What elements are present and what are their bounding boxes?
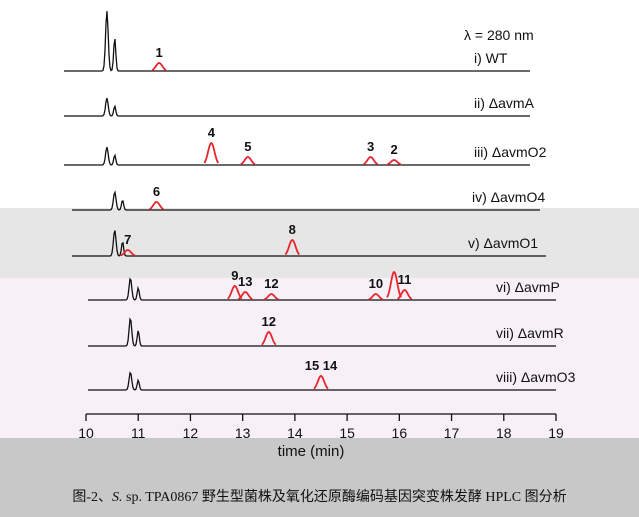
peak-mark <box>363 156 379 166</box>
peak-label: 7 <box>124 232 131 247</box>
trace-line <box>88 371 556 391</box>
peak-mark <box>151 62 167 72</box>
trace-label: v) ΔavmO1 <box>468 235 538 251</box>
highlight-band-grey <box>0 208 639 278</box>
peak-mark <box>386 159 402 166</box>
x-tick-label: 17 <box>444 425 460 441</box>
trace-label: i) WT <box>474 50 508 66</box>
peak-label: 13 <box>238 274 252 289</box>
trace-line <box>64 146 530 166</box>
x-tick-label: 14 <box>287 425 303 441</box>
peak-mark <box>368 293 384 301</box>
trace-line <box>64 97 530 117</box>
peak-label: 15 14 <box>305 358 338 373</box>
peak-label: 2 <box>390 142 397 157</box>
peak-mark <box>120 249 136 257</box>
x-tick-label: 11 <box>131 425 146 441</box>
trace-label: iv) ΔavmO4 <box>472 189 545 205</box>
peak-label: 10 <box>369 276 383 291</box>
x-tick-label: 15 <box>339 425 355 441</box>
trace-label: vii) ΔavmR <box>496 325 564 341</box>
peak-mark <box>263 293 279 301</box>
peak-label: 5 <box>244 139 251 154</box>
trace-line <box>88 317 556 347</box>
x-tick-label: 12 <box>183 425 199 441</box>
peak-mark <box>313 375 329 390</box>
peak-label: 12 <box>262 314 276 329</box>
peak-mark <box>149 201 164 211</box>
caption-text: sp. TPA0867 野生型菌株及氧化还原酶编码基因突变株发酵 HPLC 图分… <box>122 490 567 505</box>
peak-mark <box>240 156 256 166</box>
peak-mark <box>386 270 402 298</box>
peak-label: 1 <box>155 45 162 60</box>
peak-label: 12 <box>264 276 278 291</box>
x-tick-label: 18 <box>496 425 512 441</box>
x-axis-label: time (min) <box>278 443 345 460</box>
x-tick-label: 19 <box>548 425 564 441</box>
peak-label: 9 <box>231 268 238 283</box>
trace-label: vi) ΔavmP <box>496 279 560 295</box>
peak-label: 3 <box>367 139 374 154</box>
footer-band <box>0 438 639 517</box>
trace-line <box>72 230 546 257</box>
trace-label: iii) ΔavmO2 <box>474 144 547 160</box>
peak-mark <box>284 239 300 256</box>
trace-label: ii) ΔavmA <box>474 95 535 111</box>
peak-mark <box>237 291 253 301</box>
caption-prefix: 图-2、 <box>72 490 112 505</box>
highlight-band-pink <box>0 278 639 438</box>
wavelength-annotation: λ = 280 nm <box>464 27 534 43</box>
trace-line <box>88 277 556 301</box>
peak-label: 6 <box>153 184 160 199</box>
x-tick-label: 16 <box>392 425 408 441</box>
peak-mark <box>203 141 220 164</box>
x-tick-label: 10 <box>78 425 94 441</box>
x-tick-label: 13 <box>235 425 251 441</box>
trace-label: viii) ΔavmO3 <box>496 369 576 385</box>
figure-caption: 图-2、S. sp. TPA0867 野生型菌株及氧化还原酶编码基因突变株发酵 … <box>0 486 639 506</box>
peak-mark <box>397 289 413 300</box>
trace-line <box>64 11 530 72</box>
peak-label: 4 <box>208 125 216 140</box>
peak-mark <box>227 285 243 300</box>
trace-line <box>72 190 540 211</box>
peak-label: 11 <box>398 272 412 287</box>
peak-label: 8 <box>289 222 296 237</box>
caption-species: S. <box>112 490 123 505</box>
peak-mark <box>261 331 277 346</box>
